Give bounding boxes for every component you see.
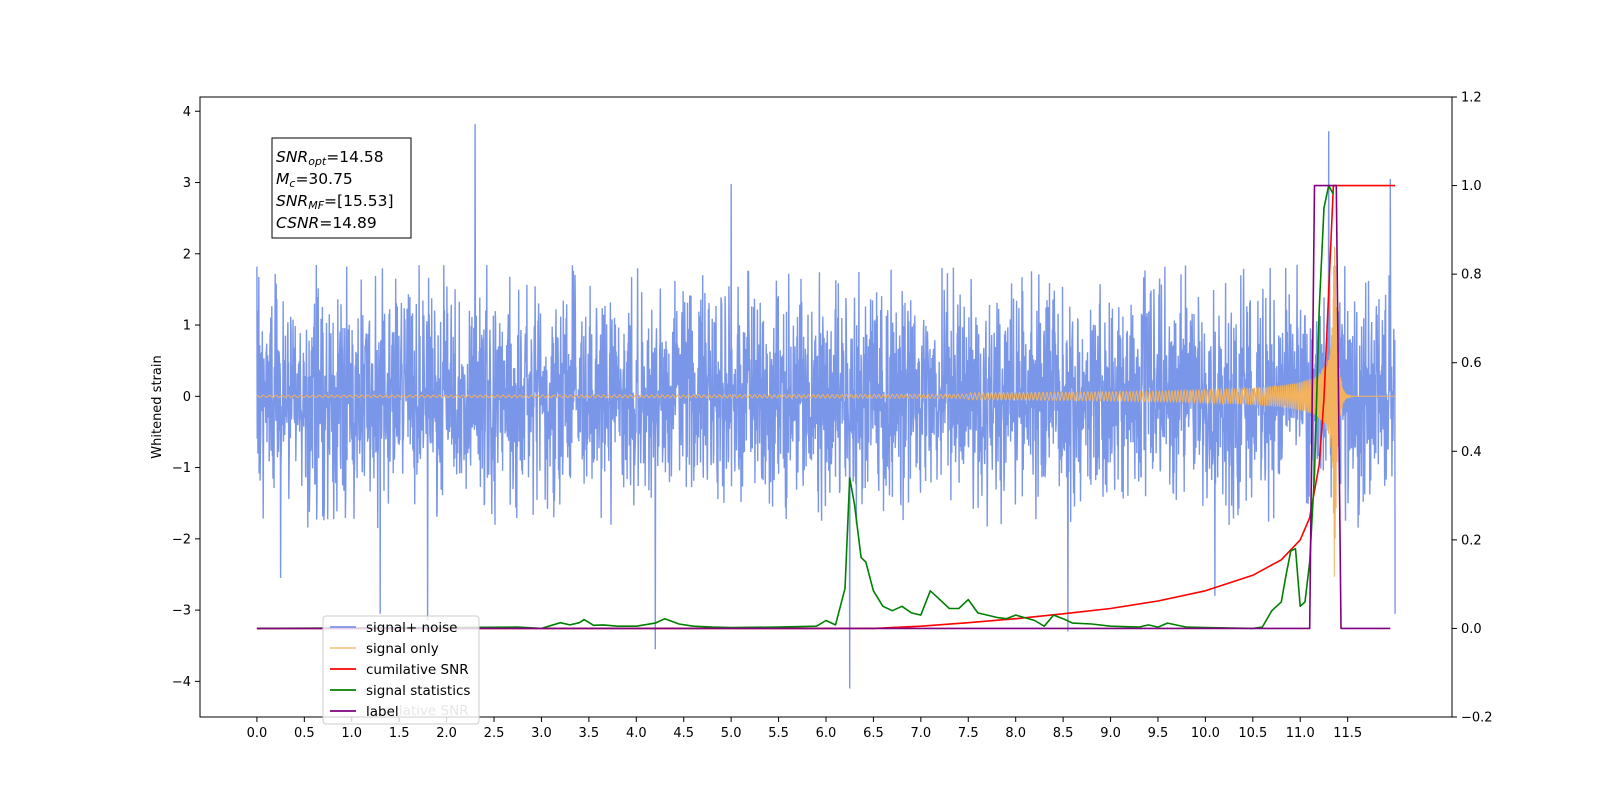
y-tick-label: −4 (172, 675, 191, 690)
legend-label: signal+ noise (366, 620, 457, 636)
x-tick-label: 3.0 (531, 726, 552, 741)
x-tick-label: 1.0 (341, 726, 362, 741)
x-tick-label: 11.0 (1286, 726, 1315, 741)
y-axis-label: Whitened strain (150, 355, 165, 458)
annotation-line: CSNR=14.89 (276, 214, 377, 232)
y-tick-label: 1 (183, 319, 191, 334)
y-tick-label: 2 (183, 247, 191, 262)
y2-tick-label: 0.2 (1461, 533, 1482, 548)
annotation-line: Mc=30.75 (276, 170, 353, 190)
annotation-line: SNRopt=14.58 (276, 148, 384, 168)
y2-tick-label: −0.2 (1461, 711, 1493, 726)
legend-label: cumilative SNR (366, 662, 469, 678)
x-tick-label: 10.5 (1238, 726, 1267, 741)
x-tick-label: 5.5 (768, 726, 789, 741)
y2-tick-label: 0.4 (1461, 445, 1482, 460)
series-cumulative-snr (256, 184, 1396, 630)
y2-tick-label: 0.8 (1461, 268, 1482, 283)
annotation-line: SNRMF=[15.53] (276, 192, 394, 212)
series-label (256, 184, 1391, 630)
x-tick-label: 1.5 (389, 726, 410, 741)
y-tick-label: 3 (183, 176, 191, 191)
x-tick-label: 0.0 (247, 726, 268, 741)
x-tick-label: 7.0 (911, 726, 932, 741)
x-tick-label: 9.5 (1148, 726, 1169, 741)
series-signal-statistics (256, 184, 1335, 630)
x-tick-label: 5.0 (721, 726, 742, 741)
series-signal-noise (256, 124, 1396, 689)
series-signal-only (256, 246, 1396, 577)
x-tick-label: 2.5 (484, 726, 505, 741)
x-tick-label: 7.5 (958, 726, 979, 741)
x-tick-label: 8.5 (1053, 726, 1074, 741)
legend: cumilative SNR signal+ noise signal only c… (322, 615, 480, 725)
legend-label: signal only (366, 641, 439, 657)
y2-tick-label: 0.0 (1461, 622, 1482, 637)
x-tick-label: 0.5 (294, 726, 315, 741)
y-tick-label: −1 (172, 461, 191, 476)
y-tick-label: −2 (172, 532, 191, 547)
y-tick-label: 0 (183, 390, 191, 405)
legend-label: signal statistics (366, 683, 470, 699)
x-tick-label: 3.5 (579, 726, 600, 741)
x-tick-label: 2.0 (436, 726, 457, 741)
x-tick-label: 4.0 (626, 726, 647, 741)
y2-tick-label: 1.2 (1461, 91, 1482, 106)
x-tick-label: 6.5 (863, 726, 884, 741)
y-tick-label: −3 (172, 604, 191, 619)
x-tick-label: 11.5 (1333, 726, 1362, 741)
x-tick-label: 10.0 (1191, 726, 1220, 741)
x-tick-label: 8.0 (1005, 726, 1026, 741)
x-tick-label: 6.0 (816, 726, 837, 741)
x-tick-label: 4.5 (673, 726, 694, 741)
y2-tick-label: 1.0 (1461, 179, 1482, 194)
legend-hidden-entry: cumilative SNR (366, 703, 469, 719)
y2-tick-label: 0.6 (1461, 356, 1482, 371)
legend-label: label (366, 704, 399, 720)
y-tick-label: 4 (183, 105, 191, 120)
x-tick-label: 9.0 (1100, 726, 1121, 741)
